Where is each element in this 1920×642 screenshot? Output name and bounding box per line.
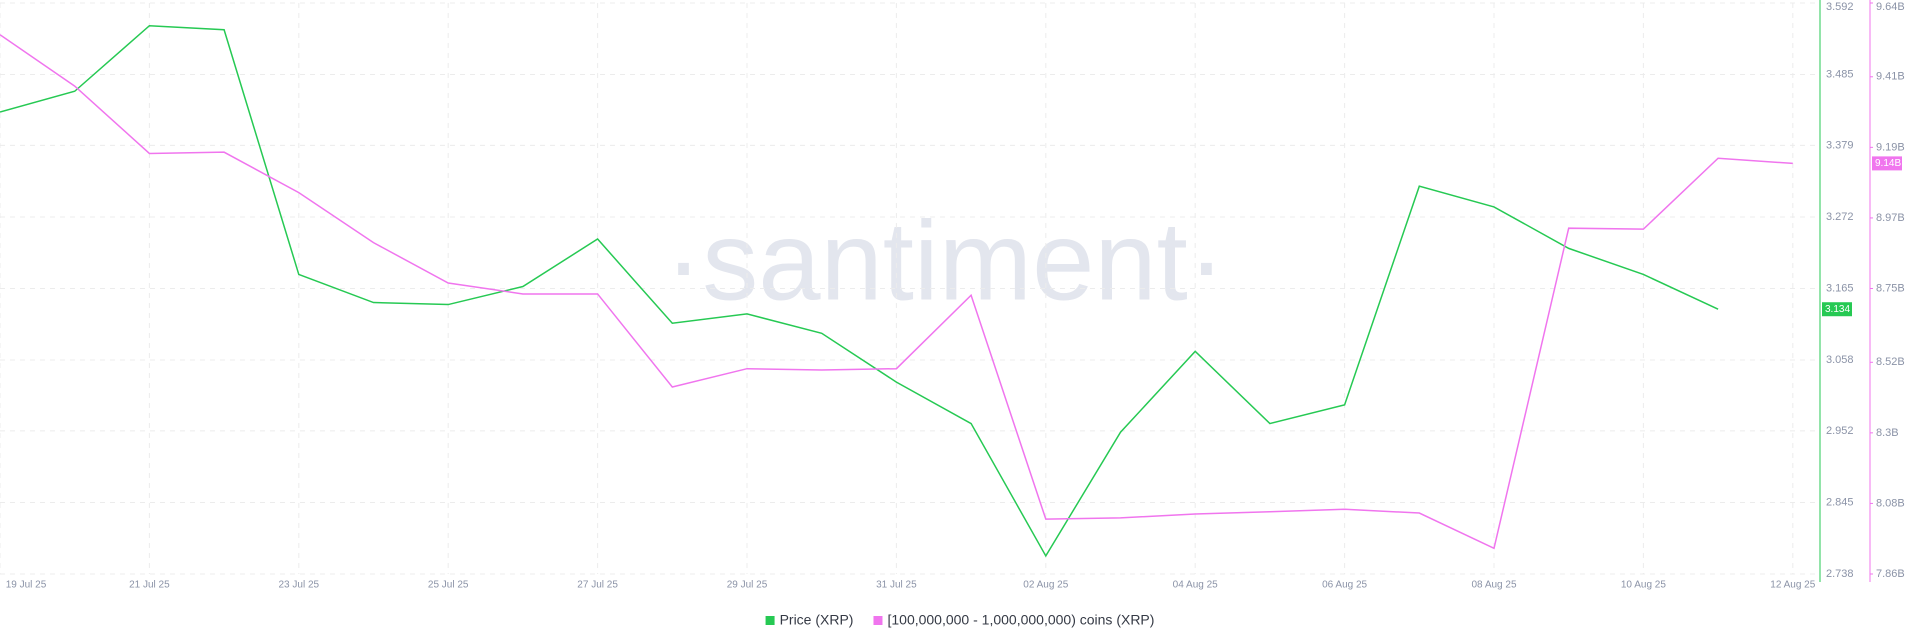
badge-bg — [1822, 302, 1852, 317]
legend-label: [100,000,000 - 1,000,000,000) coins (XRP… — [887, 612, 1154, 628]
watermark: ·santiment· — [665, 199, 1225, 324]
x-tick-label: 27 Jul 25 — [577, 580, 618, 591]
series-line — [0, 24, 1719, 558]
x-tick-label: 08 Aug 25 — [1471, 580, 1516, 591]
y2-tick-label: 8.3B — [1876, 427, 1899, 439]
y-tick-label: 2.738 — [1826, 568, 1854, 580]
x-tick-label: 04 Aug 25 — [1173, 580, 1218, 591]
y-tick-label: 3.272 — [1826, 211, 1854, 223]
y2-tick-label: 8.52B — [1876, 356, 1905, 368]
y-tick-label: 3.592 — [1826, 1, 1854, 13]
x-tick-label: 19 Jul 25 — [6, 580, 47, 591]
x-tick-label: 12 Aug 25 — [1770, 580, 1815, 591]
x-tick-label: 06 Aug 25 — [1322, 580, 1367, 591]
y2-tick-label: 9.64B — [1876, 1, 1905, 13]
y-tick-label: 3.485 — [1826, 68, 1854, 80]
badge-label: 9.14B — [1875, 158, 1901, 169]
legend-label: Price (XRP) — [780, 612, 854, 628]
badge-bg — [1872, 156, 1902, 171]
y2-tick-label: 8.97B — [1876, 212, 1905, 224]
x-tick-label: 21 Jul 25 — [129, 580, 170, 591]
x-tick-label: 29 Jul 25 — [727, 580, 768, 591]
last-value-badge: 3.134 — [1822, 302, 1852, 317]
x-tick-label: 23 Jul 25 — [279, 580, 320, 591]
badge-label: 3.134 — [1825, 304, 1850, 315]
x-tick-label: 25 Jul 25 — [428, 580, 469, 591]
y2-tick-label: 9.41B — [1876, 71, 1905, 83]
legend: Price (XRP) [100,000,000 - 1,000,000,000)… — [765, 612, 1154, 628]
x-tick-label: 02 Aug 25 — [1023, 580, 1068, 591]
y-tick-label: 2.952 — [1826, 425, 1854, 437]
y2-tick-label: 9.19B — [1876, 141, 1905, 153]
legend-swatch — [765, 616, 775, 625]
legend-swatch — [873, 616, 883, 625]
y-tick-label: 3.165 — [1826, 282, 1854, 294]
x-tick-label: 10 Aug 25 — [1621, 580, 1666, 591]
y2-tick-label: 8.08B — [1876, 497, 1905, 509]
y2-tick-label: 7.86B — [1876, 568, 1905, 580]
y-tick-label: 3.379 — [1826, 139, 1854, 151]
series-line — [0, 34, 1793, 550]
y2-tick-label: 8.75B — [1876, 282, 1905, 294]
x-tick-label: 31 Jul 25 — [876, 580, 917, 591]
y-tick-label: 2.845 — [1826, 496, 1854, 508]
last-value-badge: 9.14B — [1872, 156, 1902, 171]
y-tick-label: 3.058 — [1826, 354, 1854, 366]
